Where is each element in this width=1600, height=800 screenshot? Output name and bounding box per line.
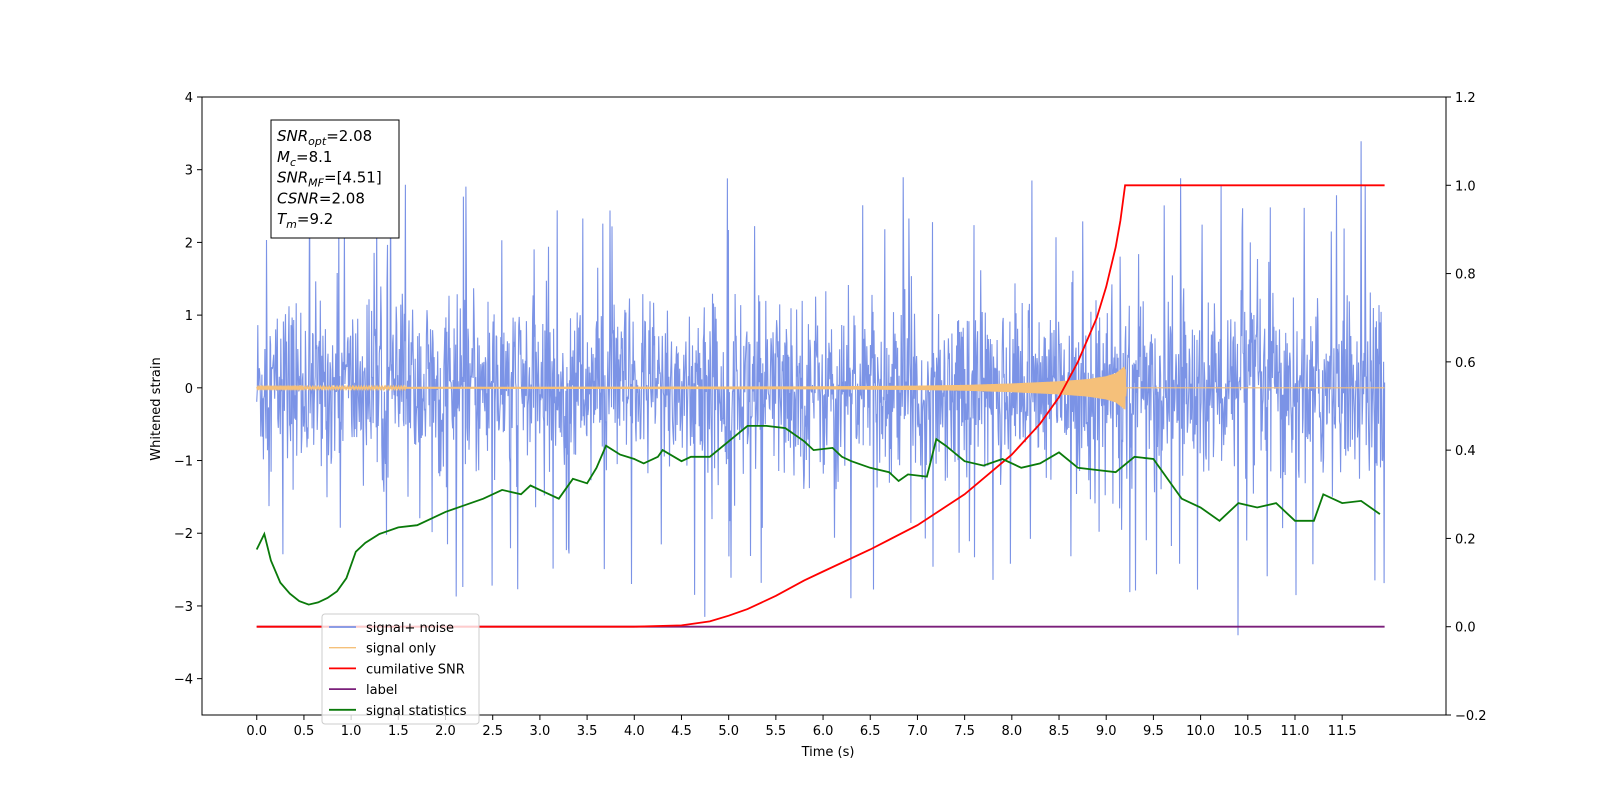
y2-tick-label: 0.2: [1455, 532, 1476, 547]
legend: signal+ noise signal only cumilative SNR la…: [321, 613, 480, 725]
x-tick-label: 5.5: [766, 724, 787, 739]
annotation-line: SNRopt=2.08: [277, 127, 372, 148]
y2-tick-label: 1.0: [1455, 179, 1476, 194]
x-tick-label: 8.5: [1049, 724, 1070, 739]
y2-tick-label: 0.6: [1455, 356, 1476, 371]
y2-tick-label: 0.0: [1455, 621, 1476, 636]
annotation-line: Tm=9.2: [277, 210, 333, 231]
x-tick-label: 7.5: [954, 724, 975, 739]
x-tick-label: 2.5: [482, 724, 503, 739]
legend-label: signal statistics: [366, 704, 467, 719]
x-tick-label: 9.0: [1096, 724, 1117, 739]
legend-label: signal+ noise: [366, 621, 454, 636]
y-tick-label: −4: [174, 673, 193, 688]
y-axis-title: Whitened strain: [149, 357, 164, 460]
legend-label: cumilative SNR: [366, 662, 465, 677]
x-tick-label: 7.0: [907, 724, 928, 739]
x-tick-label: 6.0: [813, 724, 834, 739]
plot-area: [255, 141, 1386, 636]
y-tick-label: −1: [174, 455, 193, 470]
series-signal-noise: [256, 141, 1386, 636]
y-tick-label: −2: [174, 527, 193, 542]
y-tick-label: −3: [174, 600, 193, 615]
y-tick-label: 2: [185, 236, 193, 251]
x-tick-label: 0.5: [294, 724, 315, 739]
x-tick-label: 0.0: [246, 724, 267, 739]
y2-tick-label: 0.8: [1455, 268, 1476, 283]
x-tick-label: 1.0: [341, 724, 362, 739]
x-tick-label: 10.0: [1186, 724, 1215, 739]
x-axis-title: Time (s): [801, 745, 855, 760]
x-tick-label: 8.0: [1001, 724, 1022, 739]
y-tick-label: 0: [185, 382, 193, 397]
x-tick-label: 3.0: [530, 724, 551, 739]
x-tick-label: 1.5: [388, 724, 409, 739]
legend-label: label: [366, 683, 397, 698]
annotation-line: SNRMF=[4.51]: [277, 169, 382, 190]
series-signal-only: [256, 366, 1385, 410]
x-tick-label: 11.5: [1328, 724, 1357, 739]
legend-frame: [321, 613, 480, 725]
x-tick-label: 5.0: [718, 724, 739, 739]
annotation-line: CSNR=2.08: [277, 189, 365, 207]
annotation-line: Mc=8.1: [277, 148, 332, 169]
series-signal-statistics: [255, 424, 1381, 606]
y-tick-label: 1: [185, 309, 193, 324]
y2-tick-label: 1.2: [1455, 91, 1476, 106]
x-tick-label: 3.5: [577, 724, 598, 739]
x-tick-label: 4.0: [624, 724, 645, 739]
y-tick-label: 3: [185, 164, 193, 179]
annotation-frame: [270, 119, 400, 239]
plot-frame: [201, 96, 1447, 716]
y2-tick-label: −0.2: [1455, 709, 1487, 724]
legend-label: signal only: [366, 642, 436, 657]
y-tick-label: 4: [185, 91, 193, 106]
x-tick-label: 10.5: [1233, 724, 1262, 739]
x-tick-label: 4.5: [671, 724, 692, 739]
x-tick-label: 2.0: [435, 724, 456, 739]
x-tick-label: 11.0: [1281, 724, 1310, 739]
axes: 0.0 0.5 1.0 1.5 2.0 2.5 3.0 3.5 4.0 4.5 5.0 5.5 6.0 6…: [174, 91, 1487, 739]
x-tick-label: 6.5: [860, 724, 881, 739]
y2-tick-label: 0.4: [1455, 444, 1476, 459]
series-cumulative-snr: [256, 184, 1385, 628]
x-tick-label: 9.5: [1143, 724, 1164, 739]
